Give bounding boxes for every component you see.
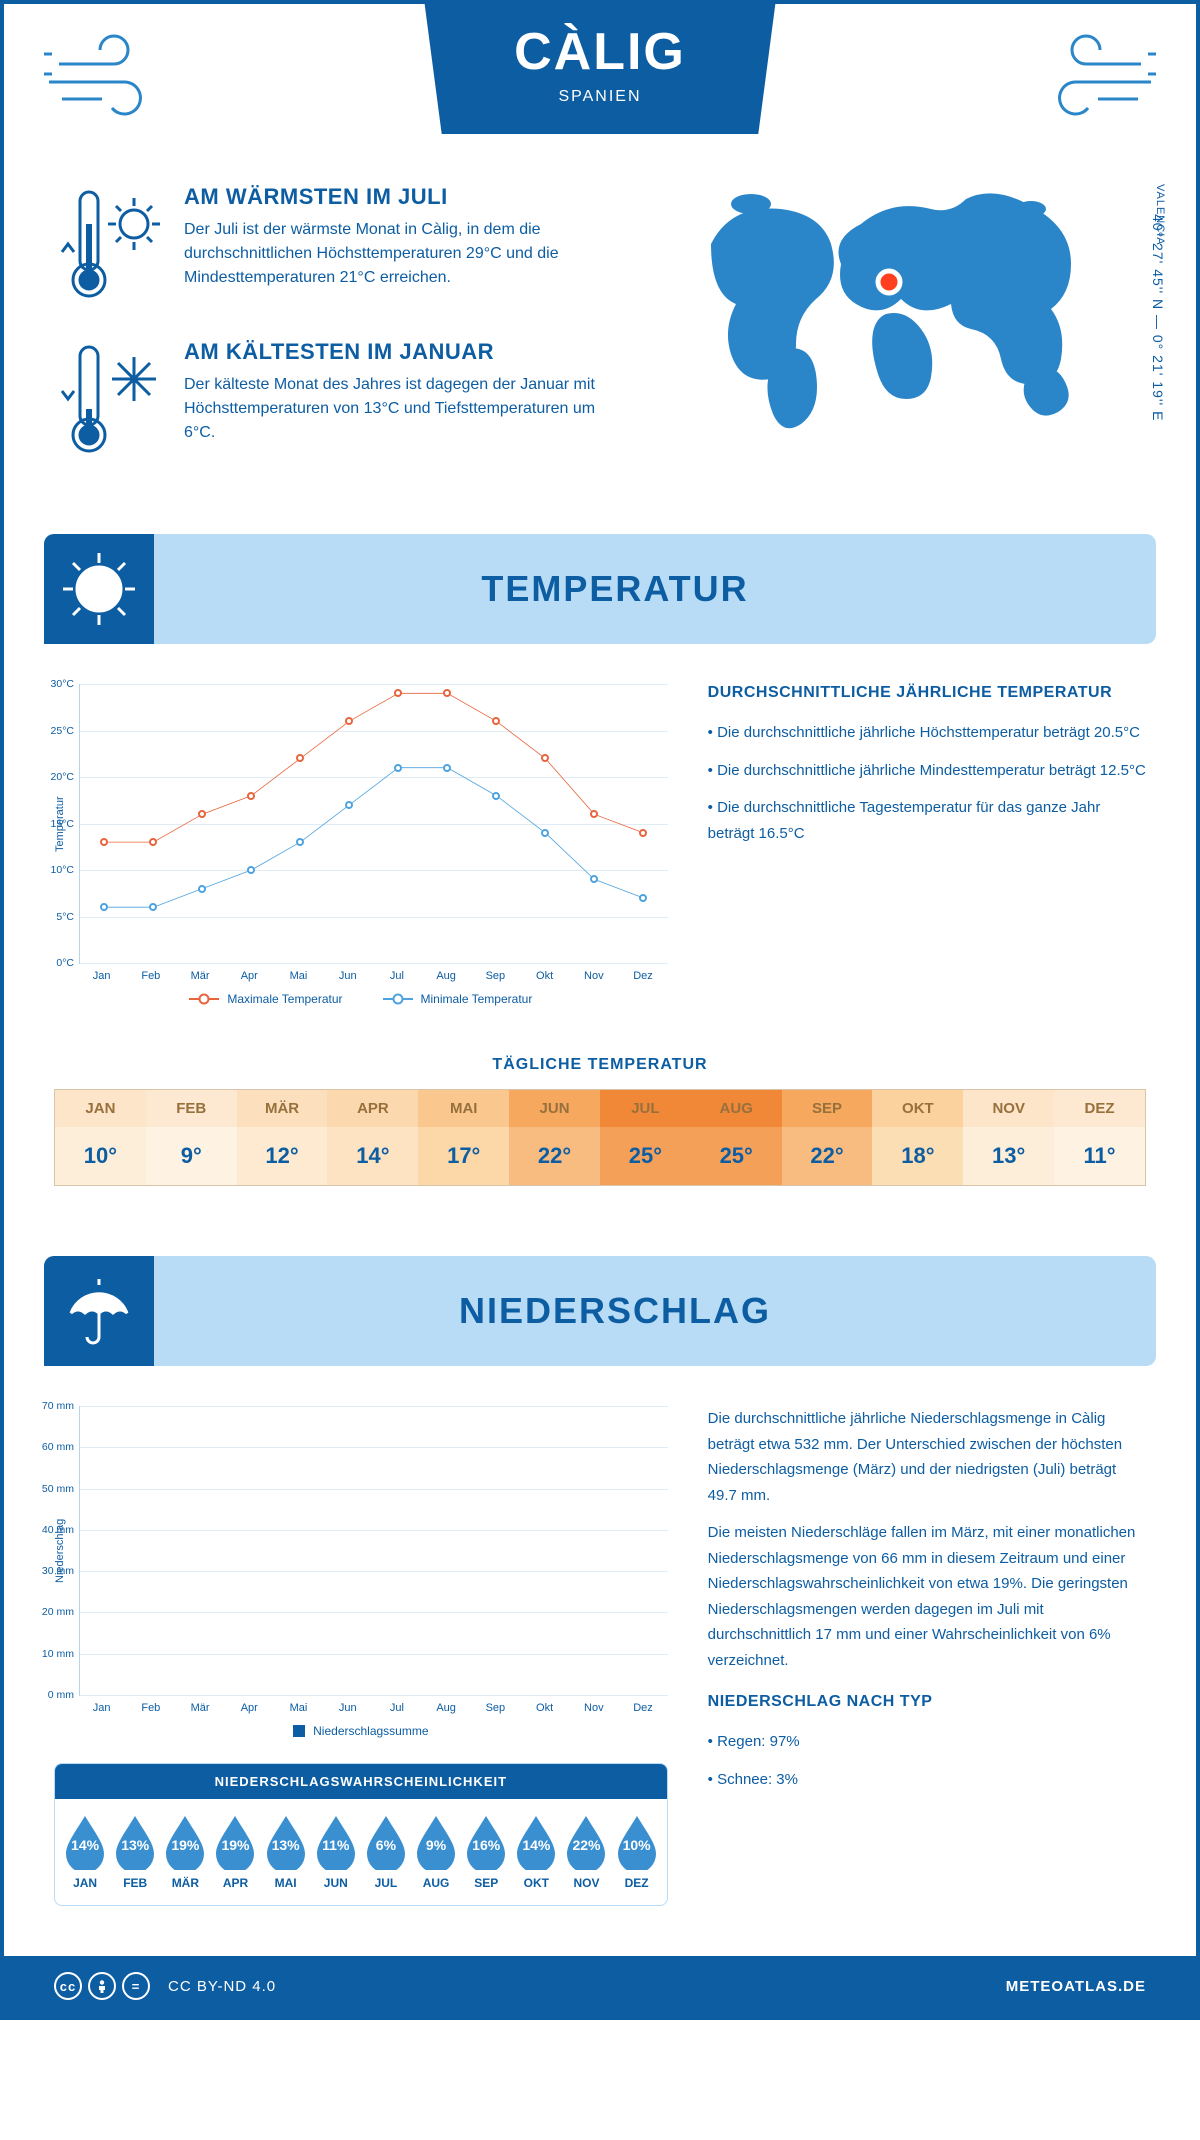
precip-bar-chart: Niederschlag 0 mm10 mm20 mm30 mm40 mm50 … (54, 1406, 668, 1906)
sun-icon (44, 534, 154, 644)
coldest-title: AM KÄLTESTEN IM JANUAR (184, 339, 605, 365)
prob-cell: 14%JAN (60, 1814, 110, 1890)
temp-legend: Maximale Temperatur Minimale Temperatur (54, 992, 668, 1006)
prob-cell: 19%APR (210, 1814, 260, 1890)
prob-cell: 10%DEZ (612, 1814, 662, 1890)
coldest-text: Der kälteste Monat des Jahres ist dagege… (184, 373, 605, 445)
warmest-title: AM WÄRMSTEN IM JULI (184, 184, 605, 210)
precip-legend: Niederschlagssumme (54, 1724, 668, 1738)
prob-cell: 22%NOV (561, 1814, 611, 1890)
temp-table-cell: AUG25° (691, 1090, 782, 1185)
prob-cell: 13%MAI (261, 1814, 311, 1890)
umbrella-icon (44, 1256, 154, 1366)
title-banner: CÀLIG SPANIEN (424, 0, 776, 134)
prob-cell: 19%MÄR (160, 1814, 210, 1890)
prob-cell: 6%JUL (361, 1814, 411, 1890)
temp-bullet: • Die durchschnittliche jährliche Höchst… (708, 720, 1146, 746)
precip-type-title: NIEDERSCHLAG NACH TYP (708, 1693, 1146, 1711)
temp-table-cell: APR14° (327, 1090, 418, 1185)
temp-table-cell: NOV13° (963, 1090, 1054, 1185)
header: CÀLIG SPANIEN (4, 4, 1196, 184)
precip-chart-row: Niederschlag 0 mm10 mm20 mm30 mm40 mm50 … (4, 1366, 1196, 1936)
precip-banner: NIEDERSCHLAG (44, 1256, 1156, 1366)
summary-text-column: AM WÄRMSTEN IM JULI Der Juli ist der wär… (54, 184, 605, 494)
warmest-text: Der Juli ist der wärmste Monat in Càlig,… (184, 218, 605, 290)
probability-box: NIEDERSCHLAGSWAHRSCHEINLICHKEIT 14%JAN13… (54, 1763, 668, 1906)
precip-x-ticks: JanFebMärAprMaiJunJulAugSepOktNovDez (77, 1696, 668, 1714)
thermometer-hot-icon (54, 184, 164, 309)
temp-table-cell: MÄR12° (237, 1090, 328, 1185)
probability-title: NIEDERSCHLAGSWAHRSCHEINLICHKEIT (55, 1764, 667, 1799)
wind-icon-right (1036, 34, 1156, 129)
cc-icon: cc (54, 1972, 82, 2000)
prob-cell: 14%OKT (511, 1814, 561, 1890)
summary-row: AM WÄRMSTEN IM JULI Der Juli ist der wär… (4, 184, 1196, 534)
city-title: CÀLIG (514, 22, 686, 82)
thermometer-cold-icon (54, 339, 164, 464)
site-name: METEOATLAS.DE (1006, 1978, 1146, 1995)
precip-p1: Die durchschnittliche jährliche Niedersc… (708, 1406, 1146, 1508)
coldest-block: AM KÄLTESTEN IM JANUAR Der kälteste Mona… (54, 339, 605, 464)
precip-type-bullet: • Regen: 97% (708, 1729, 1146, 1755)
temperature-title: TEMPERATUR (194, 568, 1156, 610)
license-text: CC BY-ND 4.0 (168, 1978, 276, 1995)
temp-table-cell: MAI17° (418, 1090, 509, 1185)
temp-text-title: DURCHSCHNITTLICHE JÄHRLICHE TEMPERATUR (708, 684, 1146, 702)
country-subtitle: SPANIEN (514, 88, 686, 106)
infographic-page: CÀLIG SPANIEN (0, 0, 1200, 2020)
license-block: cc = CC BY-ND 4.0 (54, 1972, 276, 2000)
temp-table-cell: JAN10° (55, 1090, 146, 1185)
precip-summary-text: Die durchschnittliche jährliche Niedersc… (708, 1406, 1146, 1906)
warmest-block: AM WÄRMSTEN IM JULI Der Juli ist der wär… (54, 184, 605, 309)
temperature-chart-row: Temperatur 0°C5°C10°C15°C20°C25°C30°C Ja… (4, 644, 1196, 1036)
temp-table-cell: FEB9° (146, 1090, 237, 1185)
map-column: VALENCIA 40° 27' 45'' N — 0° 21' 19'' E (645, 184, 1146, 494)
daily-temp-title: TÄGLICHE TEMPERATUR (4, 1056, 1196, 1074)
by-icon (88, 1972, 116, 2000)
temp-table-cell: JUL25° (600, 1090, 691, 1185)
prob-cell: 11%JUN (311, 1814, 361, 1890)
temp-table-cell: OKT18° (872, 1090, 963, 1185)
precip-p2: Die meisten Niederschläge fallen im März… (708, 1520, 1146, 1673)
temp-x-ticks: JanFebMärAprMaiJunJulAugSepOktNovDez (77, 964, 668, 982)
footer: cc = CC BY-ND 4.0 METEOATLAS.DE (4, 1956, 1196, 2016)
temperature-line-chart: Temperatur 0°C5°C10°C15°C20°C25°C30°C Ja… (54, 684, 668, 1006)
precip-title: NIEDERSCHLAG (194, 1290, 1156, 1332)
world-map-icon (681, 184, 1111, 434)
prob-cell: 13%FEB (110, 1814, 160, 1890)
temperature-banner: TEMPERATUR (44, 534, 1156, 644)
temp-table-cell: DEZ11° (1054, 1090, 1145, 1185)
temperature-summary-text: DURCHSCHNITTLICHE JÄHRLICHE TEMPERATUR •… (708, 684, 1146, 1006)
temp-bullet: • Die durchschnittliche Tagestemperatur … (708, 795, 1146, 846)
prob-cell: 16%SEP (461, 1814, 511, 1890)
coordinates-label: 40° 27' 45'' N — 0° 21' 19'' E (1150, 214, 1166, 421)
nd-icon: = (122, 1972, 150, 2000)
prob-cell: 9%AUG (411, 1814, 461, 1890)
temp-table-cell: SEP22° (782, 1090, 873, 1185)
temp-bullet: • Die durchschnittliche jährliche Mindes… (708, 758, 1146, 784)
wind-icon-left (44, 34, 164, 129)
daily-temp-table: JAN10°FEB9°MÄR12°APR14°MAI17°JUN22°JUL25… (54, 1089, 1146, 1186)
temp-table-cell: JUN22° (509, 1090, 600, 1185)
precip-type-bullet: • Schnee: 3% (708, 1767, 1146, 1793)
